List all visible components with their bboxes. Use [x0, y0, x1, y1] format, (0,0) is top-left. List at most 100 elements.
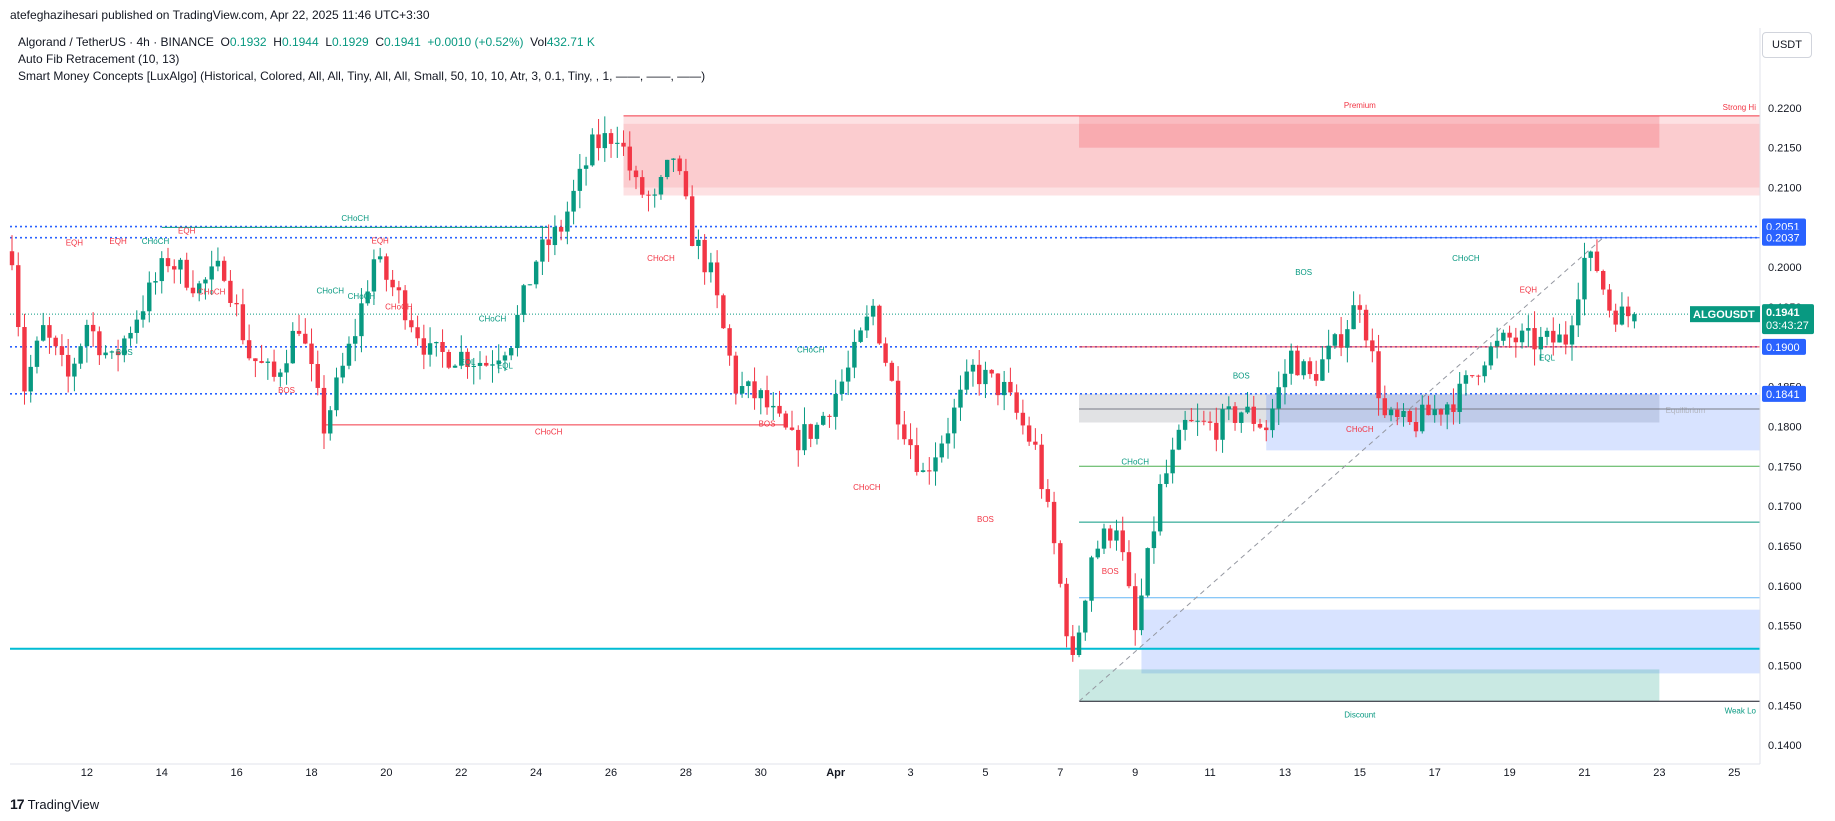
legend-low: 0.1929 — [332, 35, 369, 49]
candle-body — [1039, 444, 1044, 490]
y-tick-label: 0.2200 — [1768, 103, 1802, 115]
candle-body — [833, 393, 838, 417]
x-tick-label: 30 — [755, 767, 767, 779]
candle-body — [1382, 398, 1387, 416]
candle-body — [365, 291, 370, 304]
candle-body — [9, 251, 15, 266]
candle-body — [1488, 346, 1494, 366]
candle-body — [958, 389, 963, 408]
y-tick-label: 0.1800 — [1768, 421, 1802, 433]
candle-body — [1519, 330, 1525, 343]
candle-body — [1363, 309, 1369, 341]
legend-high: 0.1944 — [281, 35, 319, 49]
structure-label-choch: CHoCH — [479, 314, 507, 323]
x-tick-label: 3 — [907, 767, 913, 779]
symbol-tag: ALGOUSDT — [1690, 306, 1760, 323]
candle-body — [920, 470, 926, 472]
candle-body — [1001, 381, 1007, 396]
demand-order-block — [1266, 394, 1760, 451]
structure-label-choch: CHoCH — [348, 292, 376, 301]
candle-body — [334, 377, 339, 411]
candle-body — [1544, 330, 1550, 337]
equilibrium-label: Equilibrium — [1666, 406, 1706, 415]
candle-body — [434, 342, 439, 344]
candle-body — [540, 239, 545, 262]
candle-body — [752, 381, 757, 399]
candle-body — [1507, 332, 1512, 338]
last-price-tag-bg — [1762, 304, 1814, 335]
candle-body — [97, 331, 102, 356]
candle-body — [371, 259, 377, 292]
candle-body — [22, 327, 27, 392]
currency-button[interactable]: USDT — [1762, 32, 1812, 58]
x-tick-label: 18 — [305, 767, 317, 779]
candle-body — [1064, 583, 1069, 637]
candle-body — [758, 390, 763, 399]
symbol-tag-bg — [1690, 306, 1760, 323]
candle-body — [1195, 420, 1200, 422]
structure-label-bos: BOS — [116, 348, 133, 357]
candle-body — [153, 281, 158, 283]
candle-body — [359, 303, 364, 337]
candle-body — [377, 256, 383, 260]
candle-body — [939, 443, 944, 458]
candle-body — [1576, 299, 1581, 326]
candle-body — [1295, 350, 1300, 376]
candle-body — [234, 302, 239, 305]
candle-body — [665, 159, 670, 178]
candle-body — [1189, 419, 1194, 422]
last-price-text: 0.1941 — [1766, 307, 1800, 319]
candle-body — [1070, 636, 1075, 655]
candle-body — [1133, 586, 1138, 631]
structure-label-eqh: EQH — [178, 227, 196, 236]
candle-body — [47, 325, 52, 338]
candle-body — [1058, 543, 1063, 584]
candle-body — [858, 330, 863, 342]
equilibrium-zone — [1079, 393, 1660, 423]
candle-body — [165, 258, 171, 267]
x-tick-label: 7 — [1057, 767, 1063, 779]
legend-low-label: L — [325, 35, 332, 49]
y-tick-label: 0.1600 — [1768, 581, 1802, 593]
legend-indicator-smc[interactable]: Smart Money Concepts [LuxAlgo] (Historic… — [18, 69, 706, 83]
x-tick-label: 9 — [1132, 767, 1138, 779]
premium-label: Premium — [1344, 101, 1376, 110]
candle-body — [471, 365, 476, 368]
candle-body — [783, 413, 788, 428]
candle-body — [1438, 409, 1444, 415]
candle-body — [565, 211, 570, 232]
structure-label-eqh: EQH — [66, 239, 84, 248]
candle-body — [789, 427, 795, 430]
candle-body — [914, 445, 919, 472]
candle-body — [1632, 314, 1637, 322]
legend-open-label: O — [220, 35, 230, 49]
candle-body — [989, 369, 994, 374]
x-tick-label: 23 — [1653, 767, 1665, 779]
x-tick-label: 11 — [1204, 767, 1215, 779]
candle-body — [1320, 359, 1325, 381]
candle-body — [265, 361, 271, 363]
legend-symbol[interactable]: Algorand / TetherUS · 4h · BINANCE — [18, 35, 214, 49]
candle-body — [870, 305, 876, 317]
candle-body — [764, 390, 770, 408]
x-tick-label: 20 — [380, 767, 392, 779]
candle-body — [677, 158, 682, 172]
candle-body — [1526, 328, 1531, 331]
candles-layer — [9, 116, 1637, 662]
legend-indicator-fib[interactable]: Auto Fib Retracement (10, 13) — [18, 52, 180, 66]
candle-body — [1170, 449, 1175, 474]
candle-body — [140, 311, 146, 320]
x-tick-label: 16 — [231, 767, 243, 779]
tradingview-logo[interactable]: 17 TradingView — [10, 796, 99, 812]
candle-body — [34, 340, 40, 367]
candle-body — [1264, 427, 1269, 431]
price-chart[interactable]: Premium Discount Equilibrium Strong Hi Weak … — [0, 0, 1835, 790]
x-tick-label: 5 — [982, 767, 988, 779]
candle-body — [702, 239, 707, 273]
candle-body — [608, 133, 614, 144]
candle-body — [1563, 334, 1568, 345]
candle-body — [1101, 528, 1107, 549]
candle-body — [134, 319, 139, 333]
candle-body — [128, 332, 133, 339]
candle-body — [159, 258, 164, 282]
